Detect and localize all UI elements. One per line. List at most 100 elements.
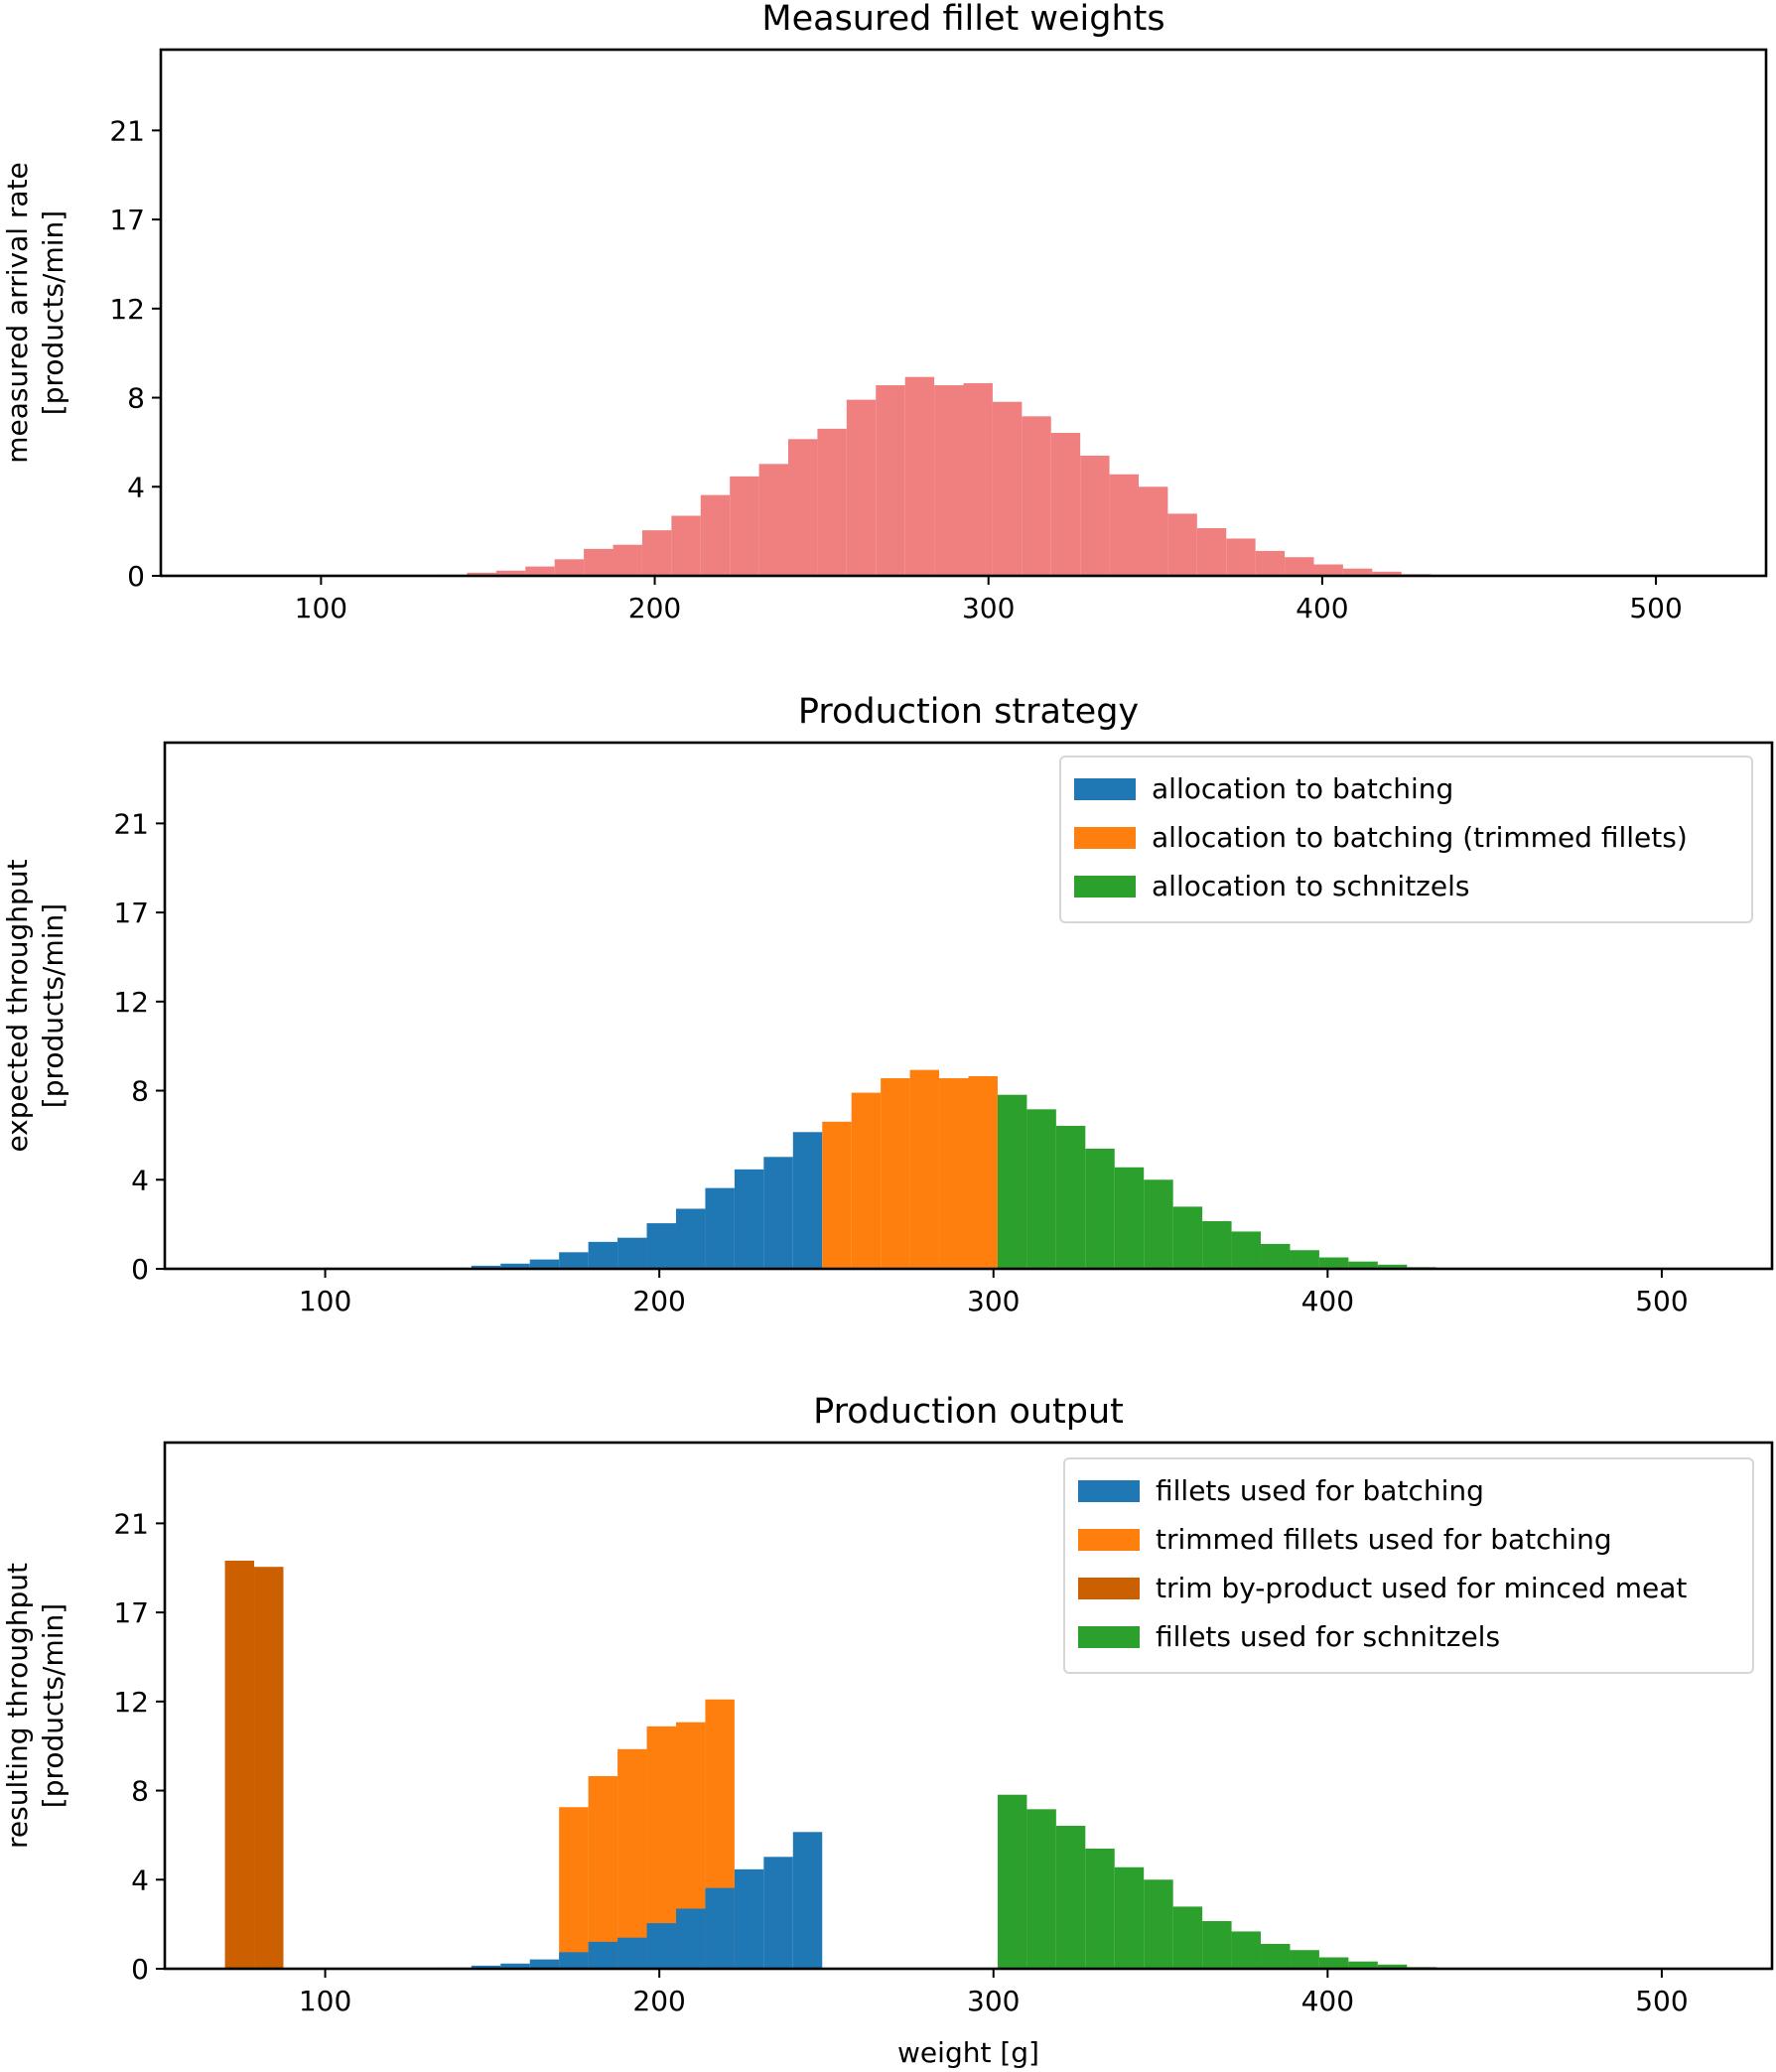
bar — [588, 1775, 618, 1969]
bar — [1372, 571, 1402, 576]
bar — [500, 1263, 530, 1269]
bar — [1348, 1961, 1378, 1969]
y-tick-label: 17 — [113, 897, 149, 929]
x-tick-label: 100 — [295, 592, 347, 624]
y-axis-label: resulting throughput — [1, 1563, 34, 1849]
bar — [254, 1567, 284, 1969]
bar — [525, 566, 555, 576]
legend-swatch — [1074, 876, 1136, 898]
bar — [1138, 486, 1168, 576]
bar — [997, 1794, 1027, 1969]
y-tick-label: 4 — [131, 1164, 149, 1196]
legend-swatch — [1078, 1480, 1140, 1502]
y-tick-label: 4 — [131, 1864, 149, 1896]
chart-panel-2: Production strategy 100 200 300 400 500 0 4 8 12 1… — [1, 692, 1774, 1317]
chart-panel-3: Production output 100 200 300 400 500 0 4 8 12 17 2… — [1, 1392, 1774, 2069]
y-tick-label: 8 — [131, 1775, 149, 1808]
y-tick-label: 0 — [127, 560, 145, 593]
x-tick-label: 500 — [1629, 592, 1682, 624]
bar — [904, 376, 935, 576]
bar — [617, 1937, 647, 1969]
y-tick-label: 0 — [131, 1953, 149, 1986]
bar — [881, 1078, 910, 1269]
legend-label: fillets used for batching — [1156, 1474, 1484, 1507]
bar — [1342, 568, 1373, 576]
legend-item: fillets used for schnitzels — [1078, 1620, 1500, 1653]
bar — [1109, 474, 1139, 576]
bar — [224, 1560, 255, 1969]
bar — [1196, 528, 1227, 576]
bar — [997, 1094, 1027, 1269]
bar — [1231, 1231, 1262, 1269]
bar — [1202, 1921, 1232, 1969]
x-axis-label: weight [g] — [897, 2036, 1039, 2069]
x-tick-label: 100 — [299, 1285, 351, 1317]
bar — [909, 1069, 940, 1269]
bar — [675, 1908, 706, 1969]
y-tick-label: 21 — [109, 114, 145, 147]
bar — [1377, 1264, 1408, 1269]
y-tick-label: 21 — [113, 807, 149, 840]
bar — [1114, 1866, 1145, 1969]
bar — [495, 570, 526, 576]
y-tick-label: 12 — [113, 1686, 149, 1719]
bar — [500, 1963, 530, 1969]
bar — [675, 1208, 706, 1269]
legend-item: fillets used for batching — [1078, 1474, 1484, 1507]
bar — [851, 1092, 882, 1269]
x-tick-label: 100 — [299, 1985, 351, 2017]
legend-label: trimmed fillets used for batching — [1156, 1523, 1612, 1556]
bar — [646, 1923, 676, 1969]
bar — [529, 1259, 560, 1269]
bar — [1377, 1964, 1408, 1969]
bar — [1172, 1906, 1203, 1969]
bar — [1085, 1148, 1115, 1269]
bar — [641, 530, 672, 576]
bar — [584, 548, 614, 576]
bar — [1226, 538, 1256, 576]
bar — [1114, 1167, 1145, 1269]
legend-label: trim by-product used for minced meat — [1156, 1572, 1687, 1604]
bar — [846, 399, 877, 576]
x-tick-label: 400 — [1296, 592, 1348, 624]
bar — [617, 1237, 647, 1269]
y-tick-label: 12 — [109, 293, 145, 326]
legend-item: trimmed fillets used for batching — [1078, 1523, 1612, 1556]
bar — [763, 1857, 793, 1969]
plot-frame — [159, 48, 1768, 578]
bar — [1085, 1848, 1115, 1969]
x-tick-label: 200 — [632, 1985, 685, 2017]
y-axis-label: measured arrival rate — [1, 162, 34, 464]
legend-swatch — [1074, 827, 1136, 849]
legend-label: allocation to batching (trimmed fillets) — [1152, 821, 1688, 854]
bar — [817, 428, 847, 576]
bar — [1172, 1206, 1203, 1269]
bar — [1348, 1261, 1378, 1269]
bar — [968, 1075, 998, 1269]
bar — [613, 544, 642, 576]
y-tick-label: 0 — [131, 1253, 149, 1286]
y-axis-label: [products/min] — [37, 903, 69, 1108]
bars-group — [224, 1560, 1436, 1969]
legend-box — [1063, 1457, 1754, 1674]
legend-swatch — [1078, 1626, 1140, 1648]
legend: fillets used for batching trimmed fillets… — [1063, 1457, 1754, 1674]
bar — [1026, 1809, 1056, 1969]
bar — [1255, 550, 1286, 576]
bar — [734, 1169, 764, 1269]
bar — [559, 1952, 589, 1969]
bar — [559, 1807, 589, 1969]
legend-label: allocation to schnitzels — [1152, 870, 1469, 902]
legend-label: allocation to batching — [1152, 772, 1453, 805]
bar — [730, 476, 759, 576]
y-tick-label: 8 — [131, 1075, 149, 1108]
bar — [700, 494, 731, 576]
bar — [876, 385, 905, 576]
x-tick-label: 300 — [967, 1285, 1020, 1317]
x-tick-label: 200 — [632, 1285, 685, 1317]
y-tick-label: 17 — [109, 204, 145, 236]
y-axis-label: [products/min] — [37, 1603, 69, 1808]
bar — [471, 1965, 501, 1969]
bar — [1318, 1957, 1349, 1969]
